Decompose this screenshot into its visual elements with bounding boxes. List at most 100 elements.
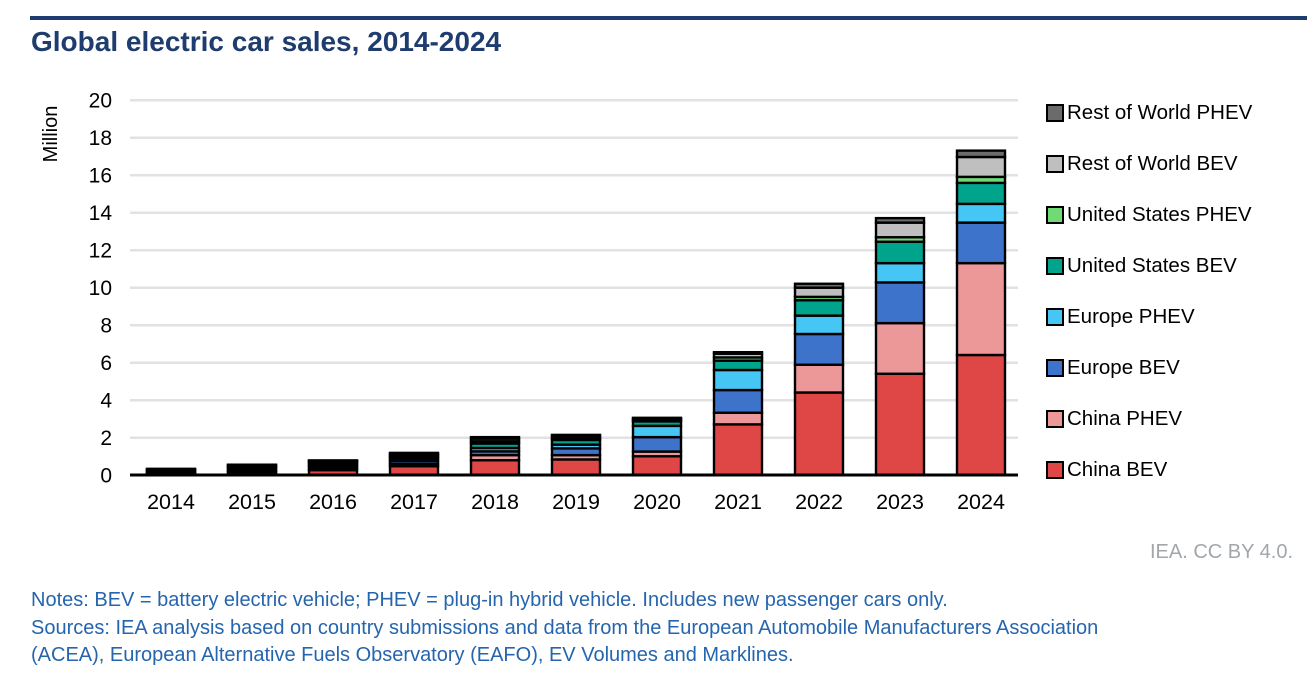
svg-text:2: 2: [100, 427, 112, 450]
header-rule: [30, 16, 1307, 20]
legend-label: Europe PHEV: [1067, 305, 1195, 328]
china-phev-swatch-icon: [1046, 410, 1064, 428]
svg-text:0: 0: [100, 465, 112, 488]
rest-of-world-phev-swatch-icon: [1046, 104, 1064, 122]
united-states-phev-swatch-icon: [1046, 206, 1064, 224]
europe-bev-swatch-icon: [1046, 359, 1064, 377]
svg-text:6: 6: [100, 352, 112, 375]
svg-text:2020: 2020: [633, 490, 681, 514]
bar-segment: [793, 299, 845, 317]
legend-item-china-bev: China BEV: [1046, 458, 1167, 482]
bar-segment: [550, 433, 602, 438]
notes-line-3: (ACEA), European Alternative Fuels Obser…: [31, 644, 794, 666]
bar-segment: [631, 424, 683, 439]
bar-segment: [955, 155, 1007, 179]
bar-segment: [793, 332, 845, 366]
bar-segment: [955, 221, 1007, 265]
svg-text:2016: 2016: [309, 490, 357, 514]
bar-segment: [874, 321, 926, 375]
legend-item-united-states-bev: United States BEV: [1046, 254, 1237, 278]
bar-segment: [469, 435, 521, 440]
united-states-bev-swatch-icon: [1046, 257, 1064, 275]
bar-segment: [550, 458, 602, 477]
svg-text:2018: 2018: [471, 490, 519, 514]
bar-2021: [712, 350, 764, 477]
svg-text:2015: 2015: [228, 490, 276, 514]
svg-text:20: 20: [89, 90, 112, 113]
chart-notes: Notes: BEV = battery electric vehicle; P…: [31, 587, 1098, 670]
legend-label: Rest of World PHEV: [1067, 101, 1253, 124]
svg-text:12: 12: [89, 240, 112, 263]
bar-2020: [631, 416, 683, 477]
bar-segment: [874, 216, 926, 224]
bar-segment: [874, 261, 926, 284]
svg-text:2019: 2019: [552, 490, 600, 514]
legend-item-united-states-phev: United States PHEV: [1046, 203, 1252, 227]
legend-item-rest-of-world-bev: Rest of World BEV: [1046, 152, 1238, 176]
legend-label: United States BEV: [1067, 254, 1237, 277]
legend-item-china-phev: China PHEV: [1046, 407, 1182, 431]
bar-segment: [793, 286, 845, 299]
y-gridlines: [130, 98, 1018, 439]
legend-item-europe-bev: Europe BEV: [1046, 356, 1180, 380]
bar-segment: [712, 350, 764, 355]
bar-segment: [874, 281, 926, 325]
bar-segment: [955, 202, 1007, 224]
x-axis-tick-labels: 2014 2015 2016 2017 2018 2019 2020 2021 2022 2023…: [147, 490, 1005, 514]
bar-segment: [712, 388, 764, 414]
legend-label: China BEV: [1067, 458, 1168, 481]
bar-segment: [793, 363, 845, 394]
legend-label: Rest of World BEV: [1067, 152, 1238, 175]
bar-segment: [712, 359, 764, 372]
bar-2019: [550, 433, 602, 477]
bar-2017: [388, 451, 440, 477]
bar-segment: [874, 221, 926, 239]
legend-item-europe-phev: Europe PHEV: [1046, 305, 1195, 329]
svg-text:2023: 2023: [876, 490, 924, 514]
stacked-bar-chart: 0 2 4 6 8 10 12 14 16 18 20 Million 2014 2015 2016 2017…: [40, 90, 1018, 514]
svg-text:2021: 2021: [714, 490, 762, 514]
china-bev-swatch-icon: [1046, 461, 1064, 479]
bar-segment: [793, 282, 845, 289]
legend-label: Europe BEV: [1067, 356, 1180, 379]
bar-segment: [712, 368, 764, 392]
bar-segment: [712, 423, 764, 477]
bar-segment: [388, 451, 440, 456]
svg-text:2017: 2017: [390, 490, 438, 514]
bar-2015: [226, 463, 278, 477]
page-title: Global electric car sales, 2014-2024: [31, 26, 502, 57]
bar-segment: [955, 181, 1007, 206]
bar-segment: [955, 353, 1007, 477]
svg-text:2014: 2014: [147, 490, 195, 514]
svg-text:14: 14: [89, 202, 113, 225]
legend-item-rest-of-world-phev: Rest of World PHEV: [1046, 101, 1252, 125]
bar-segment: [793, 391, 845, 477]
bar-segment: [955, 149, 1007, 159]
svg-text:10: 10: [89, 277, 112, 300]
bar-segment: [631, 455, 683, 477]
rest-of-world-bev-swatch-icon: [1046, 155, 1064, 173]
svg-text:2022: 2022: [795, 490, 843, 514]
bar-segment: [631, 416, 683, 420]
bar-segment: [631, 435, 683, 453]
bar-segment: [793, 314, 845, 336]
legend-label: China PHEV: [1067, 407, 1183, 430]
bar-2018: [469, 435, 521, 477]
bar-segment: [469, 458, 521, 477]
y-axis-title: Million: [40, 106, 62, 163]
svg-text:16: 16: [89, 165, 112, 188]
license-attribution: IEA. CC BY 4.0.: [1149, 541, 1293, 563]
bar-2023: [874, 216, 926, 477]
bar-segment: [712, 411, 764, 426]
bar-2022: [793, 282, 845, 477]
svg-text:4: 4: [100, 390, 112, 413]
bar-segment: [955, 261, 1007, 357]
europe-phev-swatch-icon: [1046, 308, 1064, 326]
bar-segment: [874, 240, 926, 265]
notes-line-2: Sources: IEA analysis based on country s…: [31, 616, 1099, 639]
bar-segment: [874, 372, 926, 477]
bars: [145, 149, 1007, 477]
y-axis-tick-labels: 0 2 4 6 8 10 12 14 16 18 20: [89, 90, 113, 488]
svg-text:8: 8: [100, 315, 112, 338]
bar-2016: [307, 459, 359, 477]
